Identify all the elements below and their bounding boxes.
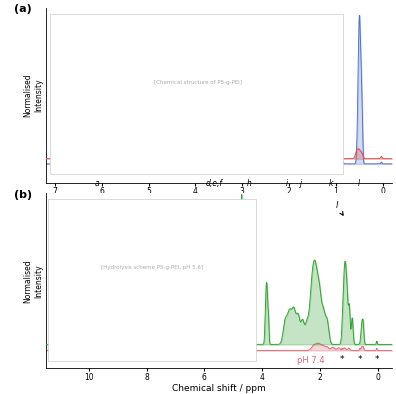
Text: l: l xyxy=(336,201,343,215)
Text: pH 5.6: pH 5.6 xyxy=(164,330,192,339)
FancyBboxPatch shape xyxy=(50,14,343,174)
Text: *: * xyxy=(340,355,345,364)
Text: l: l xyxy=(358,179,360,188)
Y-axis label: Normalised
Intensity: Normalised Intensity xyxy=(23,259,43,303)
Text: *: * xyxy=(375,355,379,364)
Text: (a): (a) xyxy=(14,4,32,14)
Text: z: z xyxy=(101,330,105,339)
Text: d,e,f: d,e,f xyxy=(206,179,223,188)
Text: [Chemical structure of P5-g-PEI]: [Chemical structure of P5-g-PEI] xyxy=(154,80,242,85)
Text: [Hydrolysis scheme P5-g-PEI, pH 5.6]: [Hydrolysis scheme P5-g-PEI, pH 5.6] xyxy=(101,266,204,271)
Text: j: j xyxy=(300,179,302,188)
X-axis label: Chemical shift / ppm: Chemical shift / ppm xyxy=(172,199,266,208)
Text: h: h xyxy=(247,179,252,188)
Text: 25°C: 25°C xyxy=(116,153,136,162)
Y-axis label: Normalised
Intensity: Normalised Intensity xyxy=(23,74,43,117)
Text: a: a xyxy=(95,179,99,188)
X-axis label: Chemical shift / ppm: Chemical shift / ppm xyxy=(172,384,266,393)
FancyBboxPatch shape xyxy=(48,199,256,361)
Text: 37°C: 37°C xyxy=(116,134,137,143)
Text: pH 7.4: pH 7.4 xyxy=(297,356,324,365)
Text: *: * xyxy=(358,355,362,364)
Text: i: i xyxy=(286,179,288,188)
Text: (b): (b) xyxy=(14,190,32,199)
Text: k: k xyxy=(329,179,333,188)
Text: a: a xyxy=(209,330,214,339)
